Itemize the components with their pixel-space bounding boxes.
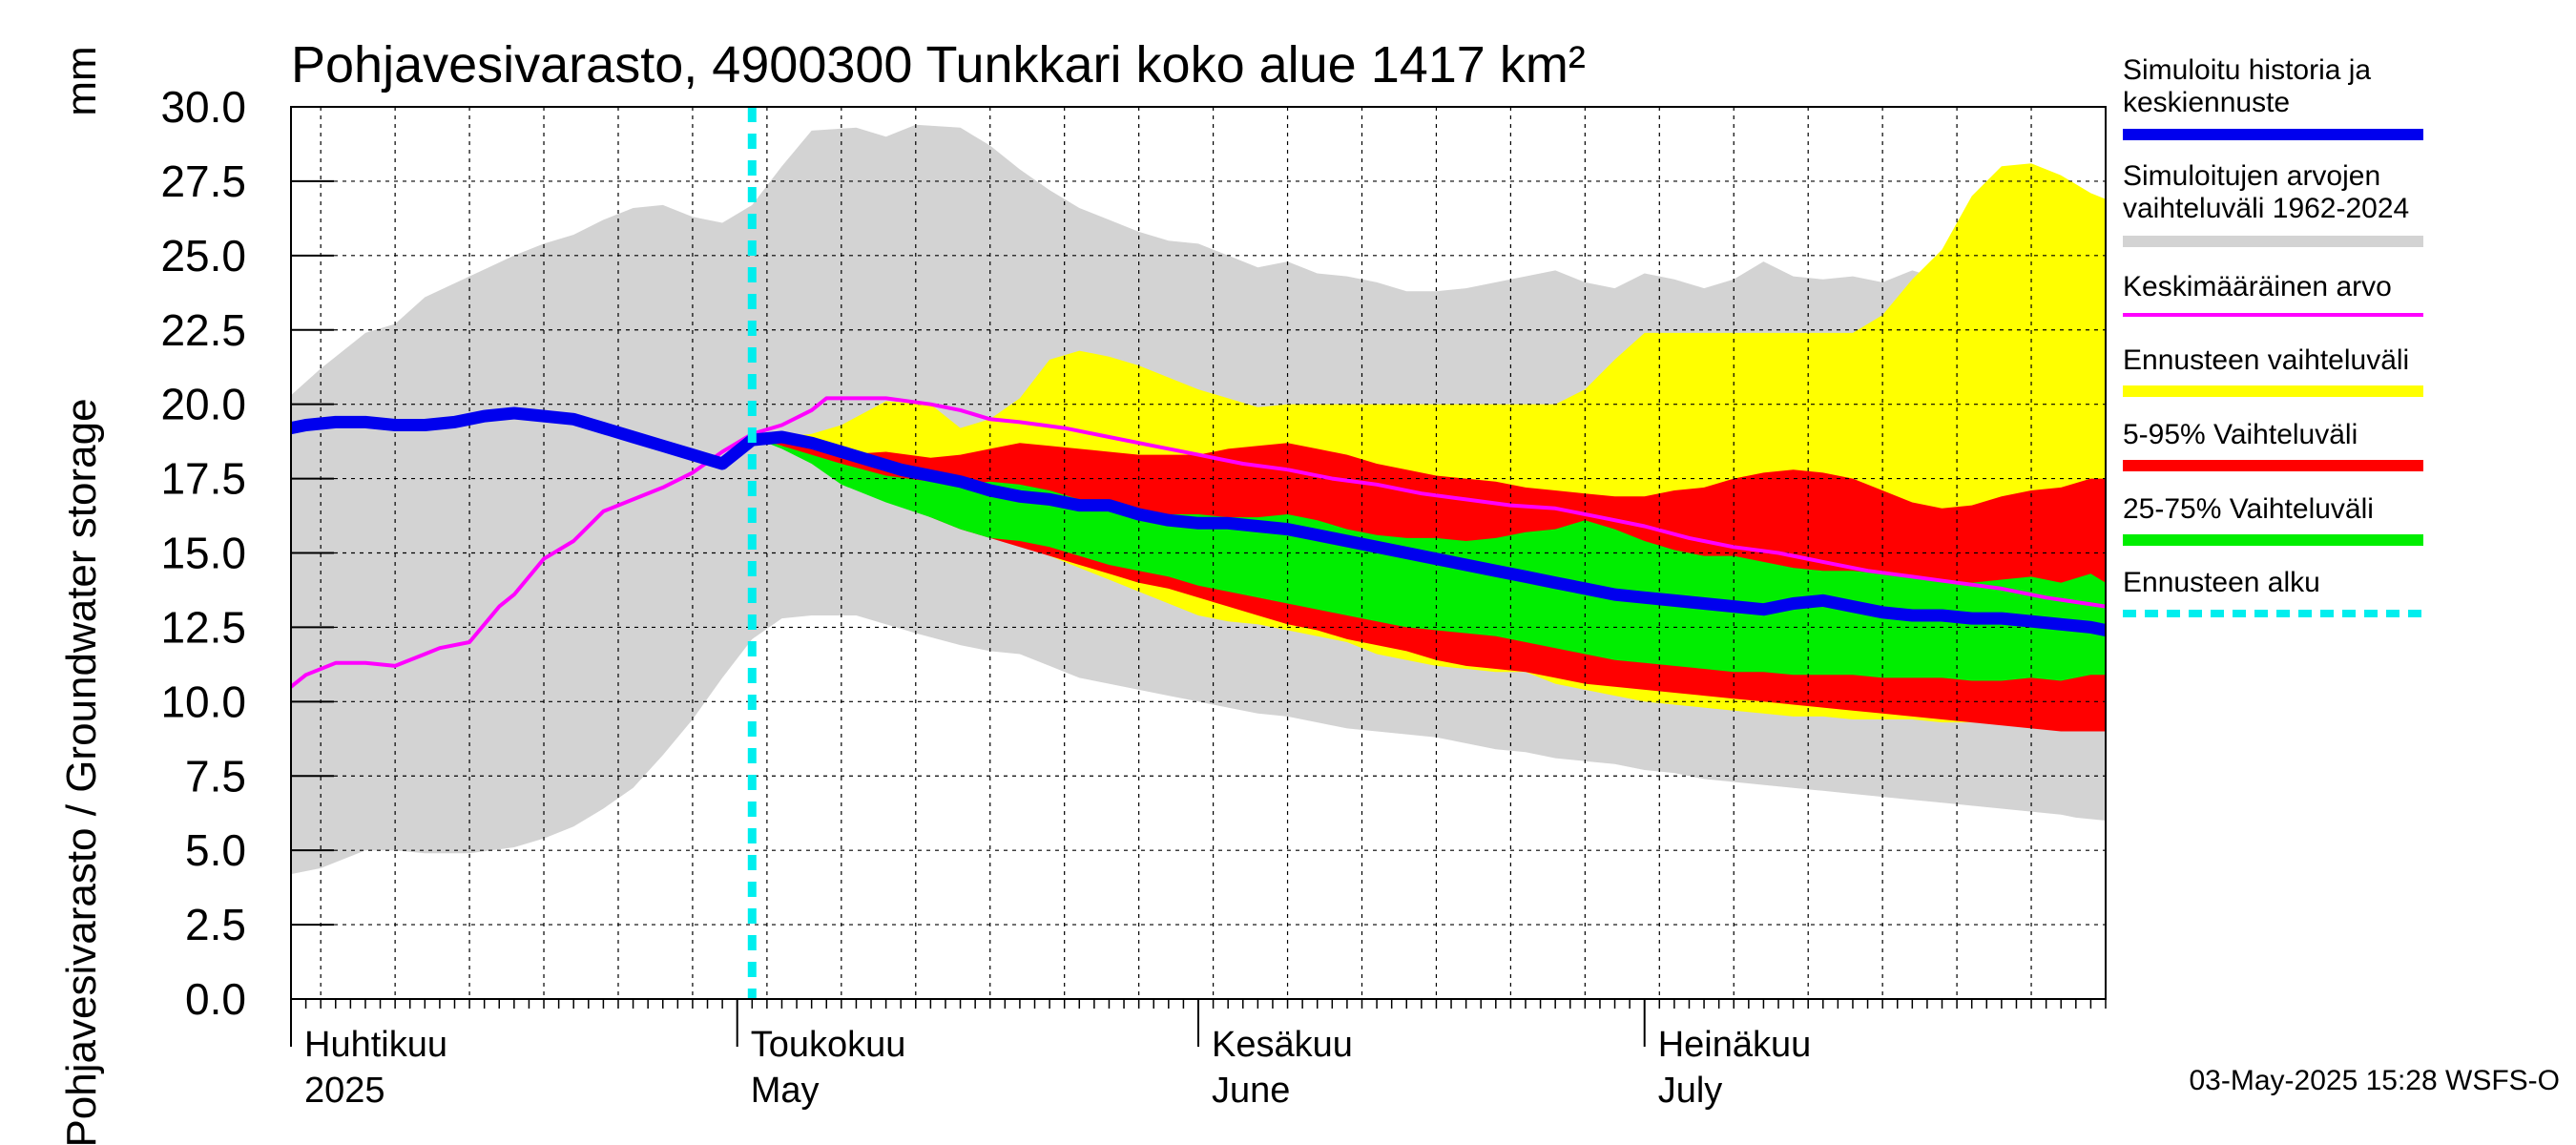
legend-label: Simuloitujen arvojen vaihteluväli 1962-20… [2123,160,2409,224]
y-axis-label: Pohjavesivarasto / Groundwater storage [58,398,105,1145]
x-month-label: Huhtikuu [304,1025,447,1065]
legend-label: Ennusteen alku [2123,567,2320,598]
x-month-sublabel: June [1212,1071,1290,1111]
series-line-mean-value [291,396,2106,689]
y-tick-label: 20.0 [160,380,246,429]
x-axis: Huhtikuu 2025 Toukokuu May Kesäkuu June Heinäk… [290,999,2107,1111]
legend-item: Simuloitujen arvojen vaihteluväli 1962-20… [2123,160,2423,247]
chart-title: Pohjavesivarasto, 4900300 Tunkkari koko … [291,36,1586,94]
x-month-sublabel: May [751,1071,820,1111]
footer-timestamp: 03-May-2025 15:28 WSFS-O [2190,1065,2561,1096]
y-tick-label: 5.0 [185,825,246,875]
y-tick-label: 7.5 [185,751,246,801]
legend-label: Simuloitu historia ja keskiennuste [2123,54,2371,118]
y-tick-label: 15.0 [160,529,246,578]
legend-item: Ennusteen alku [2123,567,2423,617]
legend: Simuloitu historia ja keskiennuste Simuloi… [2123,54,2423,617]
legend-item: Ennusteen vaihteluväli [2123,344,2423,397]
line-layer [291,107,2106,999]
x-month-label: Kesäkuu [1212,1025,1353,1065]
y-tick-label: 2.5 [185,900,246,949]
legend-item: 5-95% Vaihteluväli [2123,419,2423,471]
y-tick-label: 17.5 [160,454,246,504]
grid-layer [291,106,2106,1000]
legend-label: 25-75% Vaihteluväli [2123,493,2374,525]
series-line-simulated-history [291,406,2106,636]
x-month-label: Heinäkuu [1658,1025,1812,1065]
y-tick-label: 12.5 [160,602,246,652]
y-tick-label: 25.0 [160,231,246,281]
legend-item: Simuloitu historia ja keskiennuste [2123,54,2423,140]
legend-item: Keskimääräinen arvo [2123,271,2423,317]
x-month-sublabel: 2025 [304,1071,385,1111]
y-tick-label: 27.5 [160,156,246,206]
y-tick-label: 10.0 [160,677,246,726]
y-axis: 0.0 2.5 5.0 7.5 10.0 12.5 15.0 17.5 20.0 22.5 25.0… [160,82,334,1024]
y-tick-label: 30.0 [160,82,246,132]
x-month-label: Toukokuu [751,1025,906,1065]
legend-label: 5-95% Vaihteluväli [2123,419,2358,450]
y-tick-label: 0.0 [185,974,246,1024]
y-axis-unit: mm [58,46,105,115]
legend-item: 25-75% Vaihteluväli [2123,493,2423,546]
legend-label: Keskimääräinen arvo [2123,271,2392,302]
x-month-sublabel: July [1658,1071,1723,1111]
legend-label: Ennusteen vaihteluväli [2123,344,2409,376]
y-tick-label: 22.5 [160,305,246,355]
